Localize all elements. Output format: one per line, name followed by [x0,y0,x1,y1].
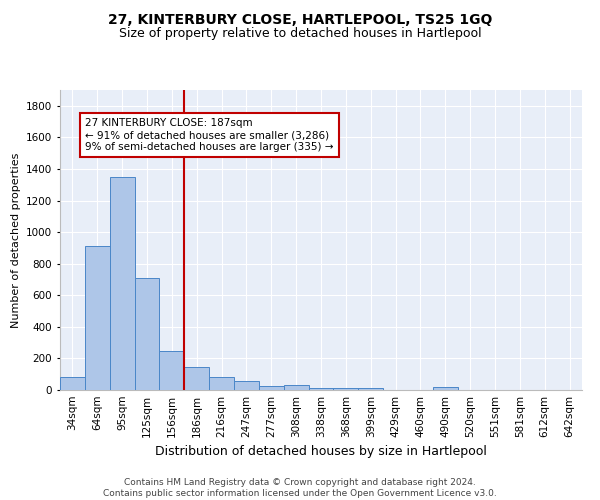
Bar [234,382,259,390]
Text: Contains HM Land Registry data © Crown copyright and database right 2024.
Contai: Contains HM Land Registry data © Crown c… [103,478,497,498]
Bar [284,386,308,390]
X-axis label: Distribution of detached houses by size in Hartlepool: Distribution of detached houses by size … [155,446,487,458]
Bar [110,177,134,390]
Text: 27, KINTERBURY CLOSE, HARTLEPOOL, TS25 1GQ: 27, KINTERBURY CLOSE, HARTLEPOOL, TS25 1… [108,12,492,26]
Bar [334,388,358,390]
Bar [433,387,458,390]
Text: Size of property relative to detached houses in Hartlepool: Size of property relative to detached ho… [119,28,481,40]
Bar [358,388,383,390]
Bar [160,350,184,390]
Bar [85,246,110,390]
Bar [134,278,160,390]
Bar [209,376,234,390]
Text: 27 KINTERBURY CLOSE: 187sqm
← 91% of detached houses are smaller (3,286)
9% of s: 27 KINTERBURY CLOSE: 187sqm ← 91% of det… [85,118,334,152]
Bar [259,386,284,390]
Bar [60,378,85,390]
Bar [184,367,209,390]
Y-axis label: Number of detached properties: Number of detached properties [11,152,20,328]
Bar [308,388,334,390]
